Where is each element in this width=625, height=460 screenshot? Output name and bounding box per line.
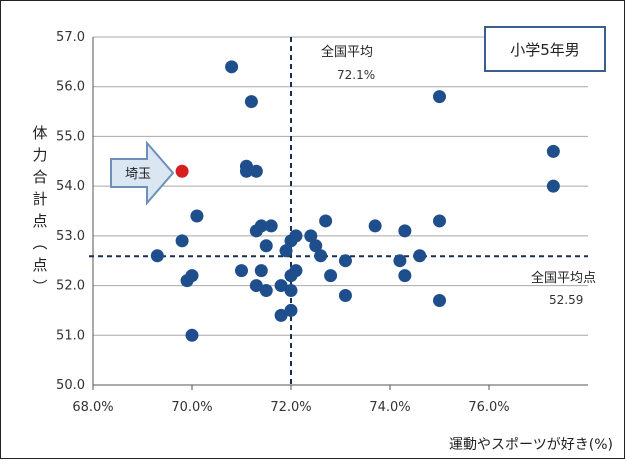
data-point xyxy=(190,209,204,223)
y-axis-label-char: 点 xyxy=(32,256,47,274)
axes xyxy=(92,37,588,386)
data-point xyxy=(324,269,338,283)
data-point xyxy=(368,219,382,233)
data-point xyxy=(314,249,328,263)
y-axis-label-char: 計 xyxy=(32,190,47,208)
data-point xyxy=(175,234,189,248)
data-point xyxy=(254,264,268,278)
data-point xyxy=(398,224,412,238)
data-point xyxy=(274,308,288,322)
y-axis-label: 体力合計点︵点︶ xyxy=(32,124,47,296)
data-point xyxy=(546,144,560,158)
x-tick-label: 74.0% xyxy=(369,400,410,415)
grid-lines xyxy=(93,36,588,336)
data-point xyxy=(433,214,446,228)
data-point xyxy=(319,214,333,228)
y-tick-label: 57.0 xyxy=(56,30,85,45)
y-tick-label: 56.0 xyxy=(56,80,85,95)
y-axis-label-char: 合 xyxy=(32,168,47,186)
data-point xyxy=(284,303,298,317)
y-axis-label-char: 点 xyxy=(32,212,47,230)
x-tick-labels: 68.0% 70.0% 72.0% 74.0% 76.0% xyxy=(72,385,510,415)
data-point xyxy=(279,244,293,258)
x-tick-label: 70.0% xyxy=(171,400,212,415)
vertical-reference-label: 全国平均 72.1% xyxy=(321,44,375,82)
data-point xyxy=(393,254,407,268)
data-point xyxy=(185,328,199,342)
highlight-arrow: 埼玉 xyxy=(110,140,175,206)
y-tick-label: 55.0 xyxy=(56,129,85,144)
data-point xyxy=(433,293,446,307)
y-tick-label: 54.0 xyxy=(56,179,85,194)
data-point xyxy=(289,229,303,243)
y-axis-label-char: ︵ xyxy=(32,234,47,252)
y-tick-labels: 50.0 51.0 52.0 53.0 54.0 55.0 56.0 57.0 xyxy=(56,30,85,393)
data-point xyxy=(274,279,288,293)
national-average-value: 72.1% xyxy=(337,68,375,82)
data-point xyxy=(259,239,273,253)
y-axis-label-char: 体 xyxy=(32,124,47,142)
data-point xyxy=(225,60,239,74)
data-point xyxy=(150,249,164,263)
data-point xyxy=(235,264,248,278)
data-point xyxy=(264,219,278,233)
horizontal-reference-label: 全国平均点 52.59 xyxy=(531,270,596,307)
data-point xyxy=(398,269,412,283)
x-tick-label: 68.0% xyxy=(72,400,113,415)
x-axis-label: 運動やスポーツが好き(%) xyxy=(449,437,613,453)
national-average-label: 全国平均 xyxy=(321,44,373,60)
data-point xyxy=(309,239,323,253)
data-point xyxy=(254,219,268,233)
data-point xyxy=(304,229,318,243)
x-tick-label: 72.0% xyxy=(270,400,311,415)
data-point xyxy=(338,289,352,303)
highlight-label: 埼玉 xyxy=(125,167,151,182)
data-point xyxy=(259,284,273,298)
data-point xyxy=(180,274,194,288)
data-point xyxy=(244,95,258,109)
national-average-score-label: 全国平均点 xyxy=(531,270,596,286)
y-axis-label-char: ︶ xyxy=(32,278,47,296)
data-points xyxy=(150,60,560,342)
highlight-point xyxy=(175,164,189,178)
data-point xyxy=(433,90,446,104)
national-average-score-value: 52.59 xyxy=(549,293,583,307)
y-axis-label-char: 力 xyxy=(32,146,47,164)
reference-lines xyxy=(89,37,588,385)
data-point xyxy=(249,164,263,178)
y-tick-label: 52.0 xyxy=(56,279,85,294)
data-point xyxy=(413,249,427,263)
y-tick-label: 50.0 xyxy=(56,378,85,393)
y-axis-label-text: 体力合計点︵点︶ xyxy=(32,124,47,296)
arrow-icon xyxy=(110,140,175,206)
x-tick-label: 76.0% xyxy=(468,400,509,415)
y-tick-label: 53.0 xyxy=(56,229,85,244)
data-point xyxy=(249,279,263,293)
data-point xyxy=(284,269,298,283)
data-point xyxy=(546,179,560,193)
data-point xyxy=(338,254,352,268)
data-point xyxy=(284,284,298,298)
y-tick-label: 51.0 xyxy=(56,328,85,343)
chart-title: 小学5年男 xyxy=(510,41,580,59)
title-box: 小学5年男 xyxy=(484,26,606,72)
title-box-border xyxy=(484,26,606,72)
data-point xyxy=(239,164,253,178)
